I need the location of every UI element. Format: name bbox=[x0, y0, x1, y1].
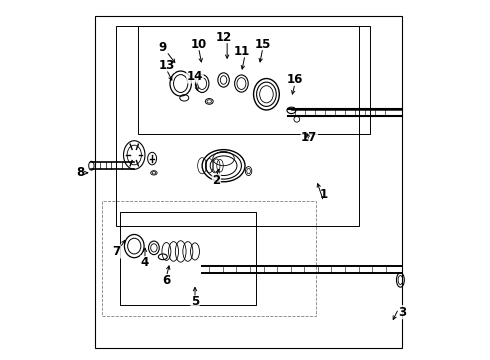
Bar bbox=[95, 16, 402, 348]
Text: 3: 3 bbox=[398, 306, 406, 319]
Text: 13: 13 bbox=[158, 59, 174, 72]
Text: 14: 14 bbox=[187, 70, 203, 83]
Text: 5: 5 bbox=[191, 295, 199, 308]
Text: 15: 15 bbox=[255, 38, 271, 51]
Bar bbox=[120, 212, 256, 305]
Text: 10: 10 bbox=[191, 38, 207, 51]
Text: 16: 16 bbox=[287, 73, 303, 86]
Text: 11: 11 bbox=[233, 45, 249, 58]
Bar bbox=[102, 202, 317, 316]
Text: 4: 4 bbox=[141, 256, 149, 269]
Text: 7: 7 bbox=[112, 245, 121, 258]
Bar bbox=[138, 26, 370, 134]
Text: 1: 1 bbox=[319, 188, 328, 201]
Text: 8: 8 bbox=[76, 166, 85, 179]
Text: 9: 9 bbox=[159, 41, 167, 54]
Bar bbox=[117, 26, 359, 226]
Text: 6: 6 bbox=[162, 274, 171, 287]
Text: 17: 17 bbox=[301, 131, 318, 144]
Text: 2: 2 bbox=[212, 174, 220, 186]
Text: 12: 12 bbox=[216, 31, 232, 44]
